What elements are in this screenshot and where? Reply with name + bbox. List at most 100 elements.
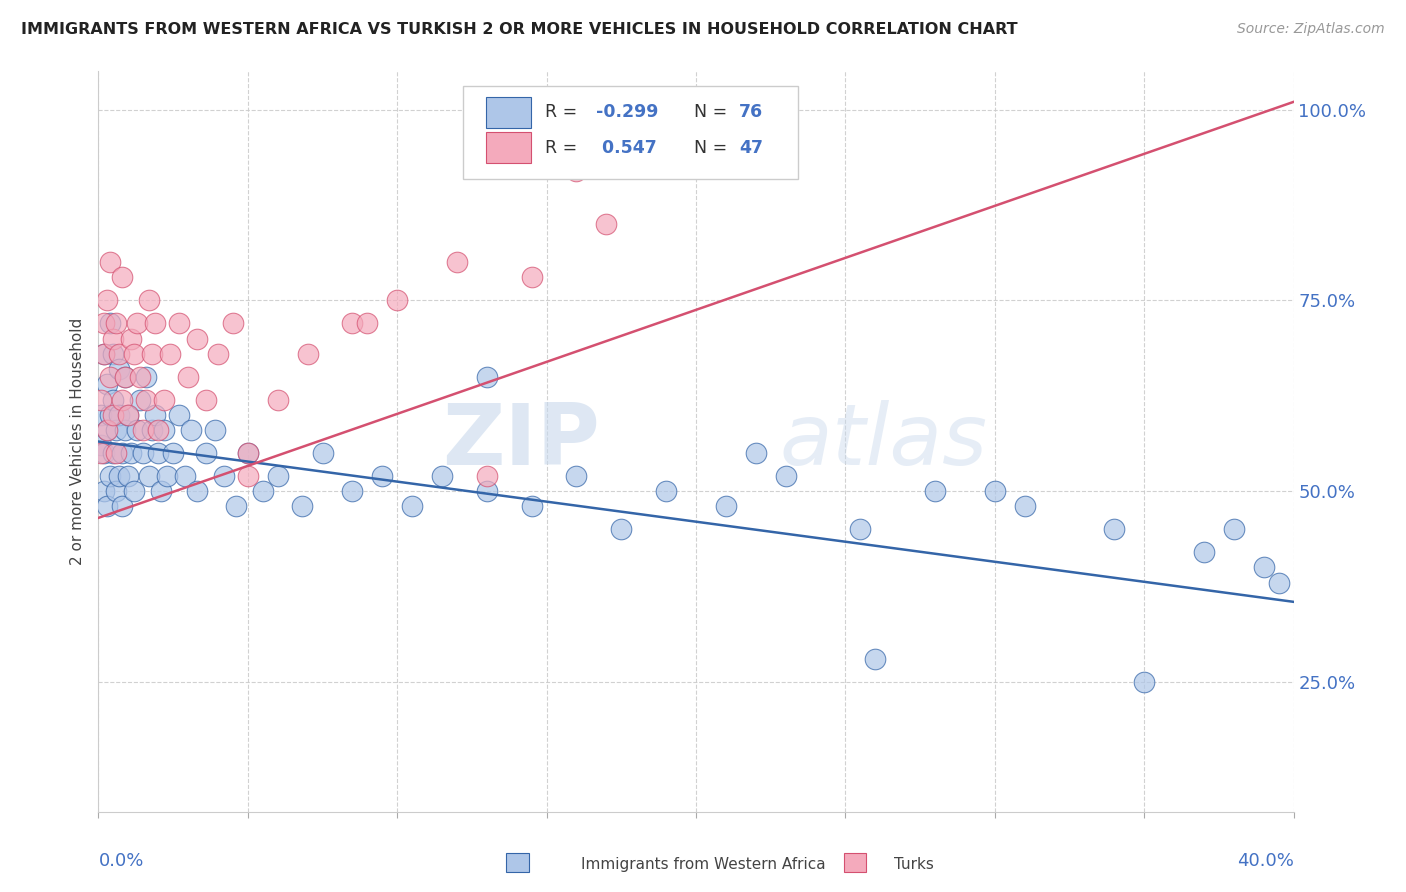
Text: R =: R =	[546, 103, 583, 121]
Point	[236, 446, 259, 460]
Point	[129, 369, 152, 384]
Bar	[844, 853, 866, 872]
Point	[90, 446, 112, 460]
Point	[356, 316, 378, 330]
Point	[195, 446, 218, 460]
FancyBboxPatch shape	[485, 132, 531, 163]
Point	[98, 408, 122, 422]
Point	[291, 500, 314, 514]
Point	[96, 423, 118, 437]
Point	[93, 347, 115, 361]
Point	[93, 316, 115, 330]
Text: 0.547: 0.547	[596, 138, 657, 157]
Point	[117, 408, 139, 422]
Point	[475, 469, 498, 483]
Point	[108, 408, 131, 422]
Point	[714, 500, 737, 514]
Point	[186, 484, 208, 499]
Point	[865, 652, 887, 666]
Y-axis label: 2 or more Vehicles in Household: 2 or more Vehicles in Household	[70, 318, 86, 566]
Point	[114, 369, 136, 384]
Point	[267, 469, 290, 483]
Point	[141, 423, 163, 437]
Point	[1104, 522, 1126, 536]
Point	[297, 347, 319, 361]
Point	[162, 446, 184, 460]
Point	[401, 500, 423, 514]
Point	[98, 469, 122, 483]
Point	[127, 423, 149, 437]
Point	[105, 316, 128, 330]
Point	[167, 408, 190, 422]
Text: Turks: Turks	[894, 857, 934, 872]
Point	[120, 331, 142, 345]
Point	[117, 469, 139, 483]
Point	[610, 522, 633, 536]
FancyBboxPatch shape	[463, 87, 797, 178]
Point	[120, 446, 142, 460]
FancyBboxPatch shape	[485, 96, 531, 128]
Point	[135, 392, 157, 407]
Point	[153, 392, 176, 407]
Point	[127, 316, 149, 330]
Point	[371, 469, 394, 483]
Point	[475, 369, 498, 384]
Text: Immigrants from Western Africa: Immigrants from Western Africa	[581, 857, 825, 872]
Point	[236, 446, 259, 460]
Point	[924, 484, 946, 499]
Point	[565, 469, 588, 483]
Point	[153, 423, 176, 437]
Point	[430, 469, 453, 483]
Point	[1014, 500, 1036, 514]
Point	[105, 423, 128, 437]
Point	[105, 446, 128, 460]
Point	[180, 423, 202, 437]
Point	[148, 446, 170, 460]
Point	[1223, 522, 1246, 536]
Point	[103, 331, 125, 345]
Point	[93, 446, 115, 460]
Point	[520, 270, 543, 285]
Point	[475, 484, 498, 499]
Text: N =: N =	[683, 138, 733, 157]
Point	[105, 484, 128, 499]
Point	[311, 446, 333, 460]
Point	[98, 255, 122, 269]
Point	[103, 392, 125, 407]
Point	[520, 500, 543, 514]
Text: ZIP: ZIP	[443, 400, 600, 483]
Point	[93, 484, 115, 499]
Point	[1267, 575, 1289, 590]
Point	[446, 255, 468, 269]
Point	[167, 316, 190, 330]
Point	[141, 347, 163, 361]
Text: -0.299: -0.299	[596, 103, 658, 121]
Point	[129, 392, 152, 407]
Point	[267, 392, 290, 407]
Point	[984, 484, 1007, 499]
Point	[159, 347, 181, 361]
Point	[207, 347, 229, 361]
Point	[90, 408, 112, 422]
Point	[96, 500, 118, 514]
Point	[156, 469, 179, 483]
Point	[143, 408, 166, 422]
Point	[148, 423, 170, 437]
Point	[143, 316, 166, 330]
Point	[111, 392, 134, 407]
Point	[222, 316, 245, 330]
Point	[111, 446, 134, 460]
Point	[98, 316, 122, 330]
Point	[849, 522, 872, 536]
Point	[1253, 560, 1275, 574]
Bar	[506, 853, 529, 872]
Text: 76: 76	[740, 103, 763, 121]
Point	[124, 347, 146, 361]
Point	[114, 423, 136, 437]
Point	[177, 369, 200, 384]
Point	[103, 408, 125, 422]
Point	[132, 423, 155, 437]
Point	[236, 469, 259, 483]
Point	[775, 469, 797, 483]
Point	[98, 369, 122, 384]
